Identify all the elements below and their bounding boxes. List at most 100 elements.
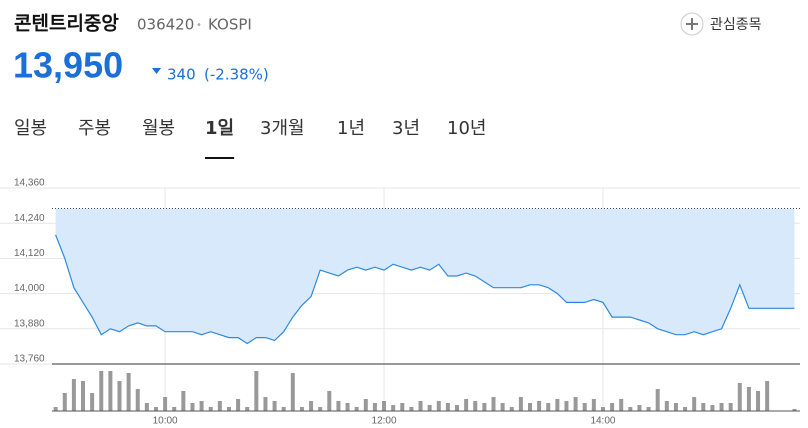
volume-bar	[673, 403, 678, 411]
tab[interactable]: 10년	[447, 118, 486, 139]
volume-bar	[455, 405, 460, 411]
volume-bar	[345, 403, 350, 411]
volume-bar	[108, 371, 113, 411]
volume-bar	[436, 401, 441, 411]
tab[interactable]: 일봉	[14, 118, 47, 139]
x-tick-label: 14:00	[590, 416, 615, 427]
tab[interactable]: 주봉	[78, 118, 111, 139]
volume-bar	[409, 407, 414, 411]
x-tick-label: 10:00	[153, 416, 178, 427]
tab[interactable]: 1일	[205, 118, 234, 139]
volume-bar	[71, 379, 76, 411]
volume-bar	[418, 401, 423, 411]
volume-bar	[427, 405, 432, 411]
volume-bar	[692, 397, 697, 411]
volume-bar	[628, 407, 633, 411]
tab[interactable]: 월봉	[142, 118, 175, 139]
volume-bar	[664, 401, 669, 411]
tabs: 일봉 주봉 월봉 1일 3개월 1년 3년 10년	[14, 118, 486, 159]
volume-bar	[756, 391, 761, 411]
volume-bar	[728, 403, 733, 411]
volume-bar	[719, 403, 724, 411]
volume-bar	[236, 399, 241, 411]
volume-bar	[217, 401, 222, 411]
plus	[686, 18, 698, 30]
volume-bar	[555, 399, 560, 411]
volume-bar	[199, 401, 204, 411]
x-tick-label: 12:00	[372, 416, 397, 427]
volume-bar	[537, 401, 542, 411]
volume-bar	[637, 405, 642, 411]
volume-bar	[254, 371, 259, 411]
y-tick-label: 14,000	[14, 283, 45, 294]
y-tick-label: 13,880	[14, 318, 45, 329]
volume-bar	[509, 407, 514, 411]
price-line	[55, 234, 795, 345]
volume-bar	[610, 403, 615, 411]
volume-bar	[683, 407, 688, 411]
volume-bar	[153, 407, 158, 411]
volume-bar	[746, 387, 751, 411]
volume-bar	[281, 407, 286, 411]
volume-bar	[491, 397, 496, 411]
down-arrow	[152, 68, 161, 74]
volume-bar	[600, 407, 605, 411]
volume-bar	[309, 401, 314, 411]
volume-bar	[144, 403, 149, 411]
volume-bar	[181, 391, 186, 411]
volume-bar	[363, 399, 368, 411]
volume-bar	[290, 373, 295, 411]
volume-bar	[500, 403, 505, 411]
area	[55, 208, 795, 344]
volume-bar	[299, 407, 304, 411]
volume-bar	[263, 397, 268, 411]
tab[interactable]: 3개월	[260, 118, 305, 139]
volume-bar	[62, 393, 67, 411]
volume-bar	[619, 399, 624, 411]
volume-bar	[318, 407, 323, 411]
volume-bar	[272, 401, 277, 411]
volume-bar	[90, 393, 95, 411]
y-tick-label: 13,760	[14, 354, 45, 365]
volume-bar	[737, 383, 742, 411]
separator: •	[196, 20, 202, 31]
volume-bar	[792, 409, 797, 411]
volume-bar	[226, 407, 231, 411]
volume-bar	[582, 403, 587, 411]
volume-bar	[117, 381, 122, 411]
volume-bar	[327, 391, 332, 411]
volume-bar	[382, 401, 387, 411]
watch-button[interactable]: 관심종목	[680, 12, 762, 36]
volume-bar	[135, 389, 140, 411]
volume-bar	[464, 399, 469, 411]
tab[interactable]: 1년	[337, 118, 365, 139]
volume-bar	[126, 373, 131, 411]
change: 340	[167, 66, 196, 84]
tab[interactable]: 3년	[392, 118, 420, 139]
chart: 14,360 14,240 14,120 14,000 13,880 13,760 10:0…	[0, 178, 800, 427]
volume-bar	[53, 407, 58, 411]
volume-bar	[765, 381, 770, 411]
volume-bar	[445, 403, 450, 411]
volume-bar	[400, 403, 405, 411]
volume-bar	[172, 407, 177, 411]
volume-bar	[245, 407, 250, 411]
volume-bar	[646, 407, 651, 411]
volume-bar	[701, 403, 706, 411]
change-pct: (-2.38%)	[204, 66, 269, 84]
y-tick-label: 14,360	[14, 178, 45, 189]
volume-bar	[163, 397, 168, 411]
volume-bar	[99, 371, 104, 411]
volume-bar	[336, 401, 341, 411]
volume-bar	[546, 403, 551, 411]
volume-bar	[527, 403, 532, 411]
market: KOSPI	[208, 16, 252, 34]
volume-bar	[710, 405, 715, 411]
volume-bar	[564, 401, 569, 411]
volume-bar	[372, 403, 377, 411]
stock-name: 콘텐트리중앙	[14, 13, 119, 35]
volume-bar	[208, 407, 213, 411]
y-tick-label: 14,120	[14, 248, 45, 259]
volume-bar	[354, 407, 359, 411]
